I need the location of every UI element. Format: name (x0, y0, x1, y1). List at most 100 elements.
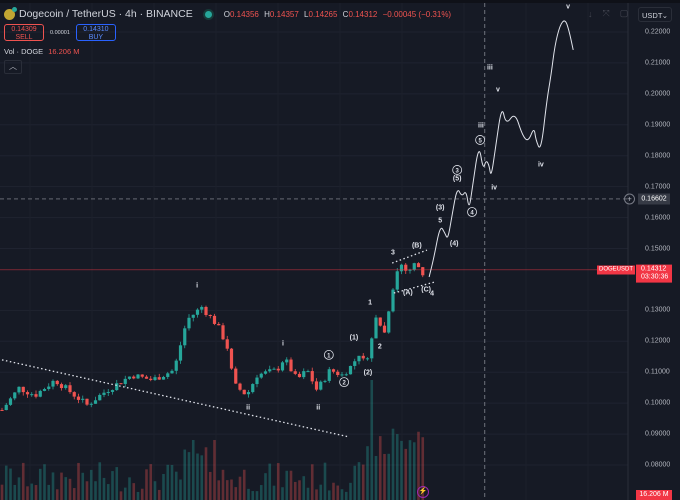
wave-label: iv (538, 162, 544, 169)
candle-body (416, 263, 421, 268)
price-tick-label: 0.20000 (645, 90, 671, 98)
volume-legend[interactable]: Vol · DOGE 16.206 M (4, 47, 79, 56)
volume-bar (259, 485, 263, 500)
candle-body (331, 369, 336, 372)
wave-label: v (566, 4, 570, 11)
volume-bar (17, 477, 21, 500)
wave-label-circle (339, 377, 350, 388)
candle-body (395, 271, 399, 290)
volume-bar (255, 491, 259, 500)
sell-label: SELL (15, 34, 33, 41)
candle-body (149, 378, 153, 380)
chevron-up-icon[interactable]: ︿ (4, 60, 22, 74)
volume-bar (387, 453, 391, 500)
candle-body (140, 374, 144, 377)
candle-body (302, 371, 306, 378)
currency-select[interactable]: USDT ⌄ (638, 7, 672, 22)
candle-body (30, 394, 34, 396)
volume-bar (51, 472, 55, 500)
wave-label-circle (475, 135, 486, 145)
lightning-icon[interactable]: ⚡ (417, 486, 429, 498)
volume-bar (30, 483, 34, 500)
volume-bar (327, 490, 331, 500)
volume-bar (47, 484, 51, 500)
volume-bar (34, 485, 38, 500)
wave-label: (3) (436, 205, 445, 212)
candle-body (144, 376, 149, 379)
candle-body (127, 376, 132, 379)
candle-body (161, 376, 166, 380)
candle-body (234, 368, 238, 384)
candle-body (365, 358, 370, 360)
symbol-title[interactable]: Dogecoin / TetherUS · 4h · BINANCE (19, 8, 193, 20)
volume-bar (183, 449, 187, 500)
candle-body (255, 377, 259, 385)
volume-bar (72, 488, 76, 500)
volume-bar (242, 469, 246, 500)
volume-bar (174, 471, 178, 500)
candle-body (327, 369, 331, 381)
candle-body (157, 377, 161, 380)
candle-body (225, 339, 229, 349)
candle-body (178, 345, 183, 361)
buy-button[interactable]: 0.14310 BUY (75, 24, 116, 41)
volume-bar (0, 484, 4, 500)
candle-body (42, 389, 47, 391)
candle-body (399, 264, 404, 272)
volume-bar (319, 484, 323, 500)
volume-bar (21, 462, 25, 500)
price-tick-label: 0.12000 (645, 337, 671, 345)
volume-bar (234, 487, 238, 500)
price-tick-label: 0.22000 (645, 28, 671, 36)
price-tick-label: 0.17000 (645, 183, 671, 191)
sell-button[interactable]: 0.14309 SELL (4, 24, 44, 41)
wave-label: iii (478, 123, 484, 130)
candle-body (297, 373, 302, 378)
volume-bar (421, 437, 425, 500)
arrow-down-icon[interactable]: ↓ (588, 8, 593, 19)
volume-bar (395, 434, 399, 500)
candle-body (421, 267, 425, 276)
candle-body (285, 359, 289, 363)
price-tick-label: 0.19000 (645, 121, 671, 129)
wave-label: i (282, 340, 284, 347)
candle-body (293, 371, 297, 374)
volume-bar (323, 462, 327, 500)
fullscreen-icon[interactable]: ▢ (619, 8, 629, 18)
candle-body (115, 383, 119, 391)
candle-body (68, 385, 72, 393)
candle-body (195, 309, 200, 315)
last-price-label: 0.14312 03:30:36 (636, 264, 672, 283)
candle-body (183, 328, 187, 346)
candle-body (276, 368, 280, 371)
volume-bar (340, 489, 344, 500)
candle-body (38, 390, 42, 397)
candle-body (353, 361, 357, 366)
candle-body (323, 380, 327, 382)
candle-body (263, 371, 268, 374)
volume-bar (187, 452, 191, 500)
volume-bar (378, 436, 382, 500)
wave-label: iii (487, 64, 493, 71)
volume-bar (217, 480, 221, 500)
volume-bar (264, 473, 267, 500)
volume-bar (349, 482, 352, 500)
collapse-icon[interactable]: ⤧ (602, 8, 610, 18)
volume-bar (98, 462, 102, 500)
volume-bar (366, 446, 369, 500)
volume-bar (268, 463, 272, 500)
wedge-upper-line (391, 249, 428, 264)
wave-label: (5) (453, 175, 462, 182)
add-alert-plus-icon[interactable]: + (624, 193, 635, 205)
candle-body (81, 398, 85, 400)
volume-bar (140, 488, 144, 500)
trendline-dotted (1, 359, 349, 438)
volume-bar (391, 428, 395, 500)
volume-bar (302, 476, 306, 500)
wave-label: 2 (342, 381, 346, 387)
volume-bar (204, 447, 208, 500)
volume-bar (153, 481, 157, 500)
volume-bar (166, 464, 170, 500)
volume-bar (106, 484, 110, 500)
